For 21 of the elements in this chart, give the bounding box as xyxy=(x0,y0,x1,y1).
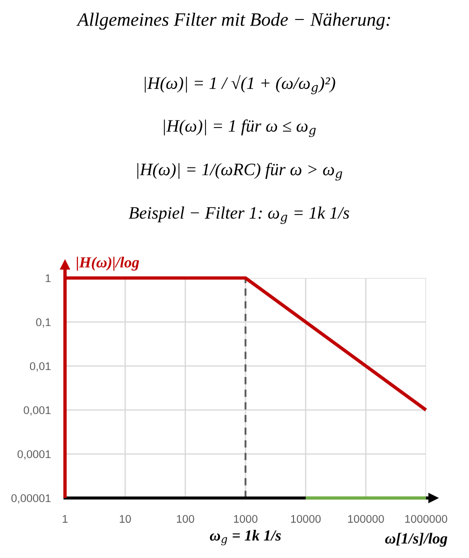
x-tick-label: 100 xyxy=(176,514,194,523)
text: |H(ω)| = 1/(ωRC) für ω > ω$_{g}$ xyxy=(137,162,342,181)
y-tick-label: 0,001 xyxy=(24,406,51,416)
y-tick-label: 0,00001 xyxy=(11,494,51,504)
y-tick-label: 1 xyxy=(46,274,51,282)
ref-line-label: ω$_{g}$ = 1k 1/s xyxy=(210,530,281,546)
x-axis-title: ω[1/s]/log xyxy=(385,532,448,547)
text: |H(ω)| = 1 / √(1 + (ω/ω$_{g}$)²) xyxy=(144,75,336,94)
text: Beispiel − Filter 1: ω$_{g}$ = 1k 1/s xyxy=(128,206,350,224)
text: |H(ω)| = 1 für ω ≤ ω$_{g}$ xyxy=(164,119,316,138)
x-tick-label: 1 xyxy=(62,515,68,523)
y-axis-title: |H(ω)|/log xyxy=(76,256,140,271)
chart-title: Allgemeines Filter mit Bode − Näherung: xyxy=(76,12,390,30)
y-tick-label: 0,01 xyxy=(30,362,51,372)
x-tick-label: 1000000 xyxy=(405,514,448,523)
x-tick-label: 1000 xyxy=(234,514,258,523)
y-tick-label: 0,0001 xyxy=(18,450,51,460)
x-tick-label: 10 xyxy=(120,514,131,523)
y-tick-label: 0,1 xyxy=(36,318,51,328)
x-tick-label: 100000 xyxy=(348,514,384,523)
x-tick-label: 10000 xyxy=(291,514,321,523)
